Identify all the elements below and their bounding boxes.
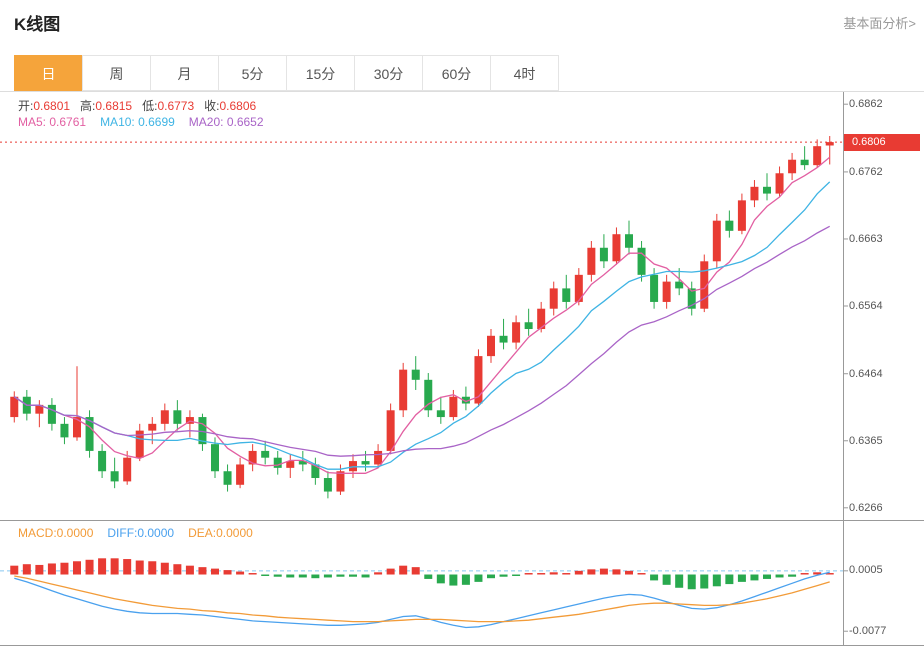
current-price-tag: 0.6806: [844, 134, 920, 151]
close-label: 收:: [204, 99, 220, 113]
diff-value-legend: DIFF:0.0000: [107, 526, 175, 540]
high-label: 高:: [80, 99, 96, 113]
high-value: 0.6815: [95, 99, 133, 113]
low-label: 低:: [142, 99, 158, 113]
low-value: 0.6773: [157, 99, 195, 113]
y-axis-label: 0.6762: [849, 166, 883, 178]
tab-4hour[interactable]: 4时: [490, 55, 559, 91]
ohlc-legend: 开:0.6801 高:0.6815 低:0.6773 收:0.6806: [18, 97, 266, 114]
y-axis-label: 0.6365: [849, 435, 883, 447]
y-axis-label: 0.6564: [849, 300, 883, 312]
tab-30min[interactable]: 30分: [354, 55, 423, 91]
interval-tabbar: 日 周 月 5分 15分 30分 60分 4时: [14, 55, 559, 91]
close-value: 0.6806: [219, 99, 257, 113]
page-title: K线图: [14, 15, 61, 34]
tab-60min[interactable]: 60分: [422, 55, 491, 91]
tab-month[interactable]: 月: [150, 55, 219, 91]
macd-value-legend: MACD:0.0000: [18, 526, 94, 540]
tab-15min[interactable]: 15分: [286, 55, 355, 91]
fundamental-analysis-link[interactable]: 基本面分析>: [843, 16, 916, 31]
macd-legend: MACD:0.0000 DIFF:0.0000 DEA:0.0000: [18, 526, 267, 540]
ma20-legend: MA20: 0.6652: [188, 115, 264, 129]
y-axis-label: 0.6464: [849, 368, 883, 380]
ma5-legend: MA5: 0.6761: [18, 115, 87, 129]
y-axis-label: 0.6862: [849, 98, 883, 110]
y-axis-label: 0.6266: [849, 502, 883, 514]
ma10-legend: MA10: 0.6699: [100, 115, 175, 129]
y-axis-label: 0.6663: [849, 233, 883, 245]
tab-5min[interactable]: 5分: [218, 55, 287, 91]
open-value: 0.6801: [33, 99, 71, 113]
macd-axis-label: 0.0005: [849, 564, 883, 576]
open-label: 开:: [18, 99, 34, 113]
tab-week[interactable]: 周: [82, 55, 151, 91]
macd-axis-label: -0.0077: [849, 625, 887, 637]
ma-legend: MA5: 0.6761 MA10: 0.6699 MA20: 0.6652: [18, 115, 278, 129]
tab-day[interactable]: 日: [14, 55, 83, 91]
dea-value-legend: DEA:0.0000: [188, 526, 253, 540]
